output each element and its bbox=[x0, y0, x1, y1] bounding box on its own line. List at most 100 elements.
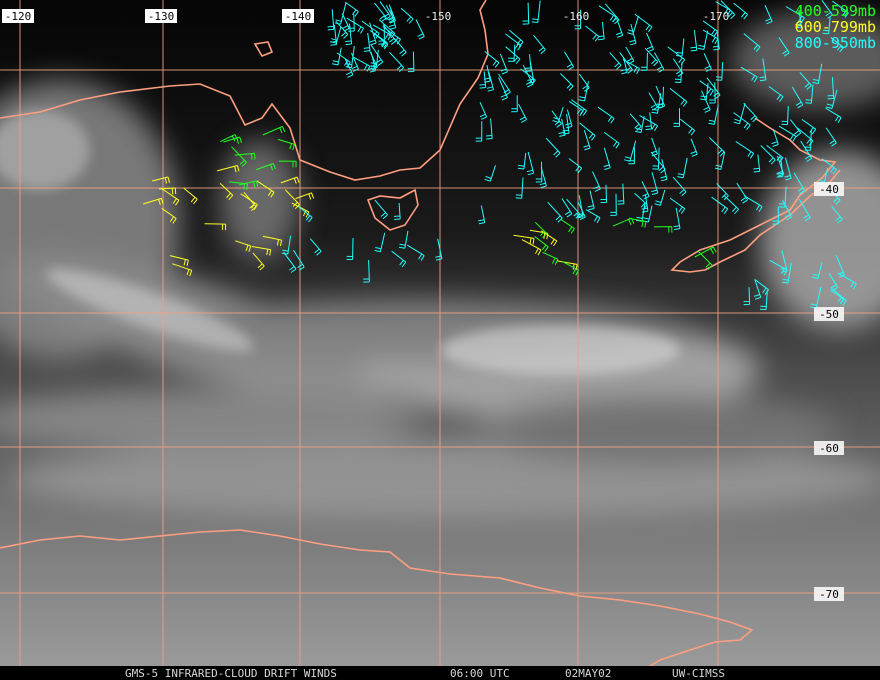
wind-barb bbox=[612, 217, 635, 227]
wind-barb bbox=[830, 287, 845, 304]
wind-barb bbox=[760, 145, 776, 165]
wind-barb bbox=[484, 165, 496, 182]
wind-barb bbox=[389, 51, 405, 72]
wind-barb bbox=[560, 73, 574, 91]
wind-barb bbox=[778, 125, 797, 142]
label-box bbox=[814, 441, 844, 455]
wind-barb bbox=[644, 47, 659, 67]
wind-barb bbox=[542, 251, 559, 265]
wind-barb bbox=[781, 106, 789, 126]
wind-barb bbox=[369, 22, 377, 46]
wind-barb bbox=[535, 161, 543, 183]
wind-barb bbox=[617, 183, 625, 205]
wind-barb bbox=[587, 190, 595, 211]
wind-barb bbox=[243, 191, 257, 211]
wind-barb bbox=[234, 152, 256, 160]
wind-barb bbox=[709, 82, 716, 104]
footer-source: UW-CIMSS bbox=[672, 667, 725, 680]
wind-barb bbox=[374, 232, 386, 253]
footer: GMS-5 INFRARED-CLOUD DRIFT WINDS 06:00 UT… bbox=[125, 667, 725, 680]
wind-barb bbox=[278, 160, 297, 168]
wind-barb bbox=[579, 122, 596, 141]
wind-barb bbox=[568, 158, 583, 174]
wind-barb bbox=[370, 49, 379, 68]
wind-barb bbox=[298, 206, 313, 223]
wind-barb bbox=[497, 73, 511, 96]
label-box bbox=[814, 587, 844, 601]
wind-barb bbox=[235, 240, 252, 252]
latitude-label: -40 bbox=[819, 183, 839, 196]
longitude-label: -140 bbox=[285, 10, 312, 23]
wind-barb bbox=[743, 287, 751, 306]
wind-barb bbox=[524, 54, 532, 72]
wind-barb bbox=[475, 121, 483, 142]
wind-barb bbox=[344, 1, 359, 17]
wind-barb bbox=[558, 118, 566, 137]
wind-barb bbox=[708, 104, 719, 125]
wind-barb bbox=[798, 198, 811, 222]
wind-barb bbox=[766, 144, 784, 163]
wind-barb bbox=[603, 131, 620, 149]
wind-barb bbox=[641, 181, 650, 200]
coastlines bbox=[0, 0, 841, 667]
wind-barb bbox=[346, 17, 365, 34]
wind-barb bbox=[701, 90, 711, 113]
wind-barb bbox=[812, 63, 823, 84]
longitude-label: -150 bbox=[425, 10, 452, 23]
wind-barb bbox=[204, 223, 227, 231]
wind-barb bbox=[690, 30, 698, 52]
wind-barb bbox=[142, 197, 164, 206]
wind-barb bbox=[650, 137, 658, 157]
wind-barb bbox=[694, 246, 717, 258]
wind-barb bbox=[545, 137, 561, 158]
wind-barb bbox=[706, 77, 721, 100]
wind-barb bbox=[800, 140, 813, 162]
wind-barb bbox=[479, 71, 487, 89]
wind-barb bbox=[374, 199, 388, 220]
wind-barb bbox=[161, 207, 177, 224]
wind-barb bbox=[768, 86, 784, 102]
wind-barb bbox=[368, 52, 377, 73]
wind-barb bbox=[229, 181, 248, 190]
footer-product: GMS-5 INFRARED-CLOUD DRIFT WINDS bbox=[125, 667, 337, 680]
wind-barb bbox=[821, 0, 833, 19]
wind-barb bbox=[708, 137, 725, 157]
wind-barb bbox=[759, 58, 767, 82]
longitude-label: -130 bbox=[148, 10, 175, 23]
wind-barb bbox=[183, 187, 198, 205]
wind-barb bbox=[551, 110, 562, 128]
wind-barb bbox=[702, 29, 719, 45]
wind-barb bbox=[223, 136, 242, 144]
wind-barb bbox=[522, 2, 530, 25]
wind-barb bbox=[764, 4, 773, 25]
wind-barb bbox=[805, 84, 814, 104]
graticule-labels: -120 -130 -140 -150 -160 -170 -40 -50 -60 -70 bbox=[2, 9, 844, 601]
wind-barb bbox=[832, 0, 849, 18]
wind-barb bbox=[507, 44, 516, 62]
wind-barb bbox=[784, 157, 792, 181]
wind-barb bbox=[552, 106, 564, 123]
wind-barb bbox=[346, 237, 354, 260]
wind-barb bbox=[654, 189, 666, 206]
wind-barb bbox=[645, 112, 653, 131]
wind-barb bbox=[583, 129, 591, 151]
wind-barb bbox=[603, 147, 611, 170]
wind-barb bbox=[280, 176, 300, 184]
legend-entry: 800-950mb bbox=[795, 34, 876, 52]
wind-barb bbox=[804, 129, 812, 151]
wind-barb bbox=[521, 239, 542, 256]
wind-barb bbox=[778, 37, 790, 57]
wind-barb bbox=[835, 255, 845, 278]
wind-barb bbox=[799, 71, 812, 90]
wind-barb bbox=[169, 255, 189, 267]
wind-barb bbox=[646, 32, 654, 53]
wind-barb bbox=[634, 13, 653, 33]
label-box bbox=[814, 307, 844, 321]
wind-barb bbox=[262, 125, 286, 136]
wind-barb bbox=[435, 238, 443, 261]
wind-barb bbox=[345, 23, 353, 46]
wind-barb bbox=[723, 194, 739, 215]
wind-barb bbox=[517, 152, 527, 170]
wind-barb bbox=[160, 187, 180, 206]
